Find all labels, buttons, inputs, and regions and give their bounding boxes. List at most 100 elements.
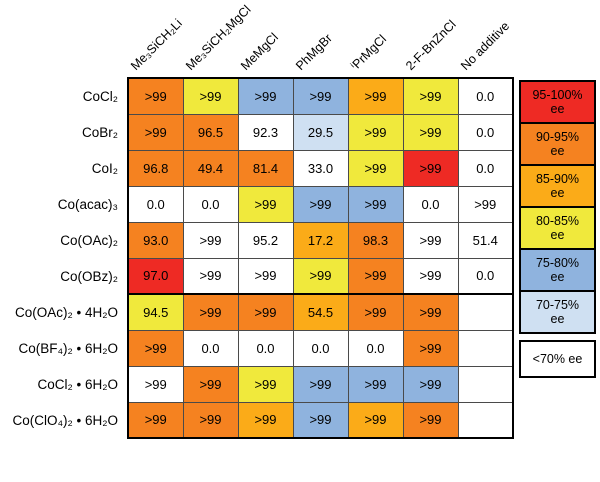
legend-label: ee bbox=[550, 228, 565, 242]
heatmap-cell: >99 bbox=[237, 365, 294, 403]
heatmap-cell: 0.0 bbox=[457, 257, 514, 295]
legend-label: 90-95% bbox=[535, 129, 580, 144]
heatmap-cell: 33.0 bbox=[292, 149, 349, 187]
column-header: No additive bbox=[458, 0, 513, 78]
heatmap-cell: >99 bbox=[182, 293, 239, 331]
legend-label: 80-85% bbox=[535, 213, 580, 228]
table-row: Co(ClO₄)₂ • 6H₂O >99 >99 >99 >99 >99 >99 bbox=[0, 401, 514, 439]
heatmap-cell: >99 bbox=[347, 185, 404, 223]
heatmap-cell: >99 bbox=[182, 77, 239, 115]
column-header-label: 2-F-BnZnCl bbox=[403, 17, 459, 73]
legend-item: 90-95% ee bbox=[519, 122, 596, 166]
heatmap-cell: >99 bbox=[402, 149, 459, 187]
heatmap-cell: 51.4 bbox=[457, 221, 514, 259]
heatmap-cell: 0.0 bbox=[127, 185, 184, 223]
heatmap-cell: >99 bbox=[347, 77, 404, 115]
column-header: MeMgCl bbox=[238, 0, 293, 78]
heatmap-cell: 96.5 bbox=[182, 113, 239, 151]
legend-label: 70-75% bbox=[535, 297, 580, 312]
heatmap-cell: 0.0 bbox=[457, 77, 514, 115]
legend-label: 85-90% bbox=[535, 171, 580, 186]
heatmap-cell: >99 bbox=[292, 185, 349, 223]
column-header-label: ⁱPrMgCl bbox=[348, 32, 390, 73]
row-label: Co(OAc)₂ • 4H₂O bbox=[15, 304, 118, 320]
table-row: Co(acac)₃ 0.0 0.0 >99 >99 >99 0.0 >99 bbox=[0, 185, 514, 223]
legend-label: ee bbox=[550, 312, 565, 326]
heatmap-cell: >99 bbox=[347, 149, 404, 187]
heatmap-cell: 92.3 bbox=[237, 113, 294, 151]
heatmap-cell: 0.0 bbox=[457, 149, 514, 187]
heatmap-cell: 97.0 bbox=[127, 257, 184, 295]
row-label: Co(ClO₄)₂ • 6H₂O bbox=[12, 412, 118, 428]
legend-label: ee bbox=[550, 270, 565, 284]
heatmap-cell: >99 bbox=[292, 257, 349, 295]
legend-label: 75-80% bbox=[535, 255, 580, 270]
heatmap-cell: >99 bbox=[182, 365, 239, 403]
heatmap-cell: >99 bbox=[347, 113, 404, 151]
heatmap-cell: 0.0 bbox=[237, 329, 294, 367]
heatmap-cell: 0.0 bbox=[457, 113, 514, 151]
table-row: CoBr₂ >99 96.5 92.3 29.5 >99 >99 0.0 bbox=[0, 113, 514, 151]
heatmap-cell: >99 bbox=[347, 257, 404, 295]
table-row: Co(OAc)₂ 93.0 >99 95.2 17.2 98.3 >99 51.4 bbox=[0, 221, 514, 259]
legend-item: 75-80% ee bbox=[519, 248, 596, 292]
ee-legend: 95-100% ee 90-95% ee 85-90% ee 80-85% ee 75-80% e… bbox=[519, 80, 596, 378]
heatmap-cell: >99 bbox=[127, 329, 184, 367]
heatmap-cell bbox=[457, 293, 514, 331]
heatmap-cell: 94.5 bbox=[127, 293, 184, 331]
column-header: Me₃SiCH₂MgCl bbox=[183, 0, 253, 78]
table-row: Co(OBz)₂ 97.0 >99 >99 >99 >99 >99 0.0 bbox=[0, 257, 514, 295]
heatmap-cell: >99 bbox=[237, 257, 294, 295]
heatmap-cell: >99 bbox=[292, 401, 349, 439]
header-row: Me₃SiCH₂Li Me₃SiCH₂MgCl MeMgCl PhMgBr ⁱPrMgC… bbox=[0, 0, 513, 78]
heatmap-cell: >99 bbox=[457, 185, 514, 223]
heatmap-cell: >99 bbox=[402, 257, 459, 295]
row-label: CoI₂ bbox=[91, 160, 118, 176]
heatmap-cell: >99 bbox=[347, 401, 404, 439]
heatmap-cell: 98.3 bbox=[347, 221, 404, 259]
heatmap-cell bbox=[457, 329, 514, 367]
heatmap-cell: >99 bbox=[237, 185, 294, 223]
heatmap-cell: >99 bbox=[127, 113, 184, 151]
table-row: CoCl₂ • 6H₂O >99 >99 >99 >99 >99 >99 bbox=[0, 365, 514, 403]
heatmap-cell bbox=[457, 401, 514, 439]
heatmap-cell: 81.4 bbox=[237, 149, 294, 187]
legend-item: 95-100% ee bbox=[519, 80, 596, 124]
legend-item: 70-75% ee bbox=[519, 290, 596, 334]
heatmap-cell: 29.5 bbox=[292, 113, 349, 151]
heatmap-cell: >99 bbox=[347, 365, 404, 403]
heatmap-cell: 0.0 bbox=[347, 329, 404, 367]
heatmap-cell: >99 bbox=[402, 293, 459, 331]
heatmap-table: Me₃SiCH₂Li Me₃SiCH₂MgCl MeMgCl PhMgBr ⁱPrMgC… bbox=[0, 0, 514, 439]
heatmap-cell: >99 bbox=[402, 401, 459, 439]
row-label: CoCl₂ • 6H₂O bbox=[37, 376, 118, 392]
heatmap-cell: >99 bbox=[182, 221, 239, 259]
heatmap-cell: 0.0 bbox=[182, 185, 239, 223]
heatmap-cell: 49.4 bbox=[182, 149, 239, 187]
heatmap-cell: >99 bbox=[402, 221, 459, 259]
column-header: PhMgBr bbox=[293, 0, 348, 78]
column-header-label: No additive bbox=[458, 18, 513, 74]
heatmap-cell: 0.0 bbox=[292, 329, 349, 367]
column-header: Me₃SiCH₂Li bbox=[128, 0, 185, 78]
legend-item: 80-85% ee bbox=[519, 206, 596, 250]
row-label: Co(BF₄)₂ • 6H₂O bbox=[18, 340, 118, 356]
legend-label: <70% ee bbox=[532, 351, 583, 366]
heatmap-cell: >99 bbox=[402, 365, 459, 403]
corner-cell bbox=[0, 0, 128, 78]
heatmap-cell: >99 bbox=[402, 329, 459, 367]
legend-label: ee bbox=[550, 144, 565, 158]
heatmap-cell: >99 bbox=[182, 257, 239, 295]
table-row: CoCl₂ >99 >99 >99 >99 >99 >99 0.0 bbox=[0, 77, 514, 115]
legend-item: <70% ee bbox=[519, 340, 596, 378]
heatmap-cell: >99 bbox=[127, 365, 184, 403]
heatmap-cell: >99 bbox=[127, 401, 184, 439]
row-label: CoCl₂ bbox=[82, 88, 118, 104]
heatmap-cell: 0.0 bbox=[402, 185, 459, 223]
row-label: Co(OAc)₂ bbox=[60, 232, 118, 248]
column-header-label: PhMgBr bbox=[293, 31, 335, 74]
heatmap-cell: 95.2 bbox=[237, 221, 294, 259]
heatmap-cell: >99 bbox=[237, 293, 294, 331]
row-label: Co(OBz)₂ bbox=[60, 268, 118, 284]
